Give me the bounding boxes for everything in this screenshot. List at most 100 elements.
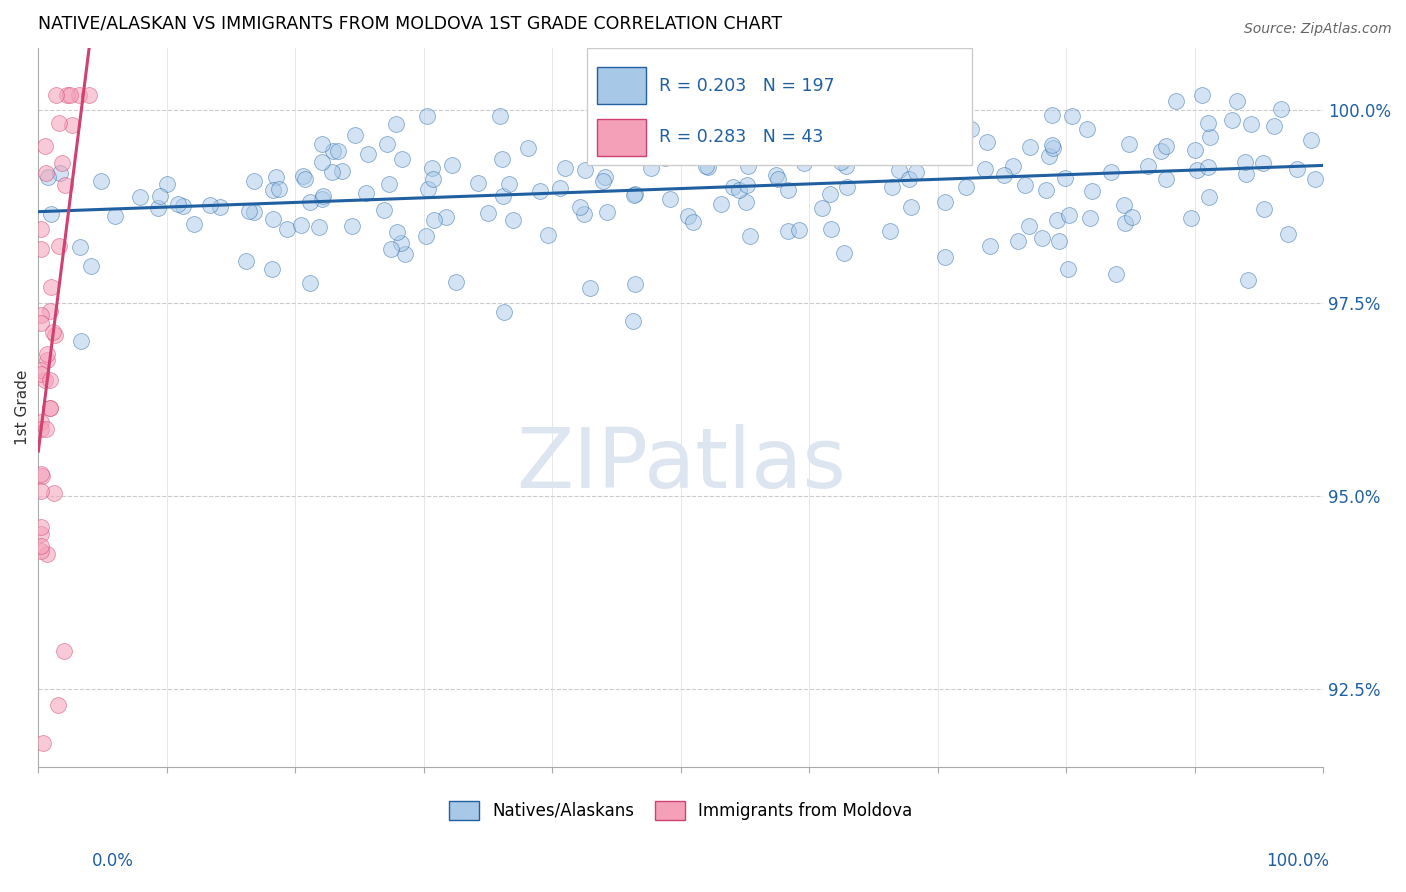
Point [1191,87,1213,102]
Point [1240,117,1263,131]
Point [676,209,699,223]
Point [610,124,633,138]
Point [311,155,333,169]
Point [156,177,179,191]
Point [311,137,333,152]
Point [37,170,59,185]
Point [30,363,52,377]
Point [498,177,520,191]
Text: R = 0.203   N = 197: R = 0.203 N = 197 [659,77,835,95]
Point [1180,211,1202,225]
Point [262,211,284,226]
Point [1057,208,1080,222]
Point [904,165,927,179]
Point [993,169,1015,183]
Point [1018,140,1040,154]
Point [69,240,91,254]
Point [38,401,60,416]
Point [832,245,855,260]
Point [167,197,190,211]
Point [787,223,810,237]
Point [1042,141,1064,155]
Point [423,213,446,227]
Point [34,139,56,153]
Point [707,139,730,153]
Point [298,276,321,290]
Point [172,199,194,213]
Point [728,183,751,197]
Point [568,200,591,214]
Point [35,352,58,367]
Point [1007,234,1029,248]
Point [128,189,150,203]
Text: NATIVE/ALASKAN VS IMMIGRANTS FROM MOLDOVA 1ST GRADE CORRELATION CHART: NATIVE/ALASKAN VS IMMIGRANTS FROM MOLDOV… [38,15,783,33]
Point [1263,119,1285,133]
Point [31,316,53,330]
Point [1076,121,1098,136]
Point [973,161,995,176]
Point [1198,190,1220,204]
Point [291,169,314,183]
Point [955,180,977,194]
Point [48,239,70,253]
Point [756,136,779,150]
Point [578,280,600,294]
Point [770,143,793,157]
Point [385,226,408,240]
Point [820,222,842,236]
Point [1018,219,1040,234]
Point [1301,133,1323,147]
Point [596,204,619,219]
Point [415,229,437,244]
Point [738,228,761,243]
Text: 0.0%: 0.0% [91,852,134,870]
Text: ZIPatlas: ZIPatlas [516,425,845,506]
Point [1286,161,1309,176]
Point [589,143,612,157]
Point [422,172,444,186]
Point [183,217,205,231]
Point [1164,95,1187,109]
Point [51,155,73,169]
Point [1197,116,1219,130]
Point [654,151,676,165]
Point [321,165,343,179]
Text: 100.0%: 100.0% [1265,852,1329,870]
Text: R = 0.283   N = 43: R = 0.283 N = 43 [659,128,824,146]
Point [658,192,681,206]
Point [326,145,349,159]
Point [30,520,52,534]
Point [491,152,513,166]
Point [30,367,52,381]
Text: Source: ZipAtlas.com: Source: ZipAtlas.com [1244,22,1392,37]
Point [30,422,52,436]
Point [1105,267,1128,281]
Point [385,117,408,131]
Point [488,109,510,123]
Point [682,215,704,229]
Point [1038,149,1060,163]
Point [1226,94,1249,108]
Point [90,174,112,188]
Point [311,192,333,206]
Point [835,180,858,194]
Point [30,484,52,499]
Point [979,238,1001,252]
Point [1049,234,1071,248]
Point [529,184,551,198]
Point [1099,165,1122,179]
Point [905,142,928,156]
Point [1185,162,1208,177]
Point [276,222,298,236]
Point [1137,159,1160,173]
Point [380,242,402,256]
Point [375,136,398,151]
Point [1001,159,1024,173]
Point [1220,113,1243,128]
Point [30,415,52,429]
Point [811,201,834,215]
Point [921,80,943,95]
Point [1270,103,1292,117]
Point [416,110,439,124]
Point [53,178,76,192]
